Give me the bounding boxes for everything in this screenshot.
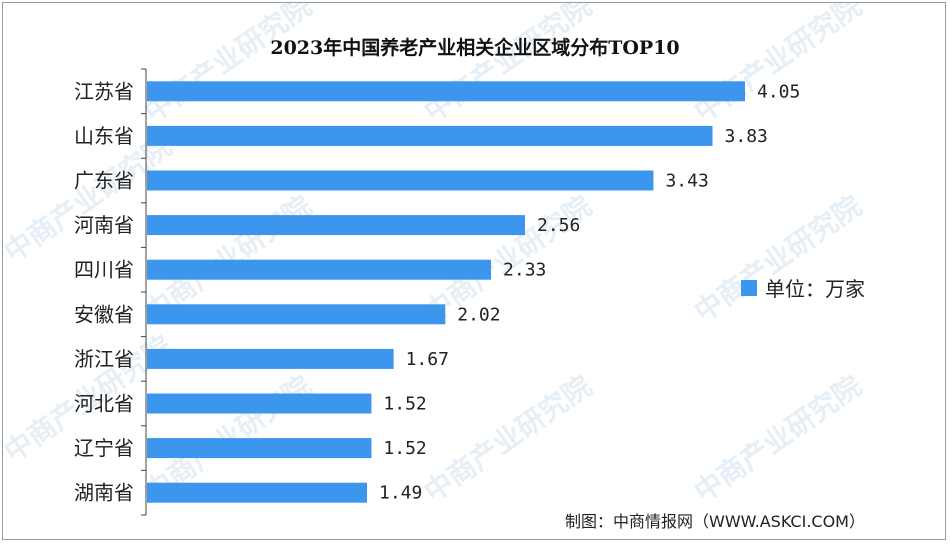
legend: 单位：万家 — [741, 273, 865, 302]
chart-title: 2023年中国养老产业相关企业区域分布TOP10 — [270, 37, 680, 59]
watermark-text: 中商产业研究院 — [138, 3, 317, 129]
bar — [147, 81, 745, 102]
watermark-text: 中商产业研究院 — [688, 369, 867, 508]
value-label: 3.83 — [725, 126, 768, 147]
value-label: 2.02 — [457, 304, 500, 325]
category-label: 江苏省 — [74, 79, 134, 103]
value-label: 1.52 — [383, 438, 426, 459]
bar — [147, 259, 492, 280]
legend-label: 单位：万家 — [765, 277, 865, 301]
category-label: 山东省 — [74, 124, 134, 148]
source-note: 制图：中商情报网（WWW.ASKCI.COM） — [565, 512, 865, 531]
watermark-text: 中商产业研究院 — [418, 3, 597, 129]
bar — [147, 125, 713, 146]
bar — [147, 304, 446, 325]
category-label: 辽宁省 — [74, 436, 134, 460]
value-label: 2.56 — [537, 215, 580, 236]
category-label: 安徽省 — [74, 302, 134, 326]
value-label: 1.49 — [379, 483, 422, 504]
bar — [147, 215, 525, 236]
category-label: 广东省 — [74, 169, 134, 193]
bar — [147, 438, 372, 459]
bar — [147, 482, 368, 503]
value-label: 1.52 — [383, 394, 426, 415]
bar — [147, 393, 372, 414]
category-label: 浙江省 — [74, 347, 134, 371]
category-label: 河南省 — [74, 213, 134, 237]
value-label: 4.05 — [757, 81, 800, 102]
category-label: 四川省 — [74, 258, 134, 282]
bar — [147, 348, 394, 369]
watermark-text: 中商产业研究院 — [688, 189, 867, 328]
bar — [147, 170, 654, 191]
watermark-text: 中商产业研究院 — [418, 369, 597, 508]
value-label: 3.43 — [665, 171, 708, 192]
watermark-text: 中商产业研究院 — [3, 129, 178, 268]
category-label: 河北省 — [74, 392, 134, 416]
watermark-text: 中商产业研究院 — [688, 3, 867, 129]
category-label: 湖南省 — [74, 481, 134, 505]
legend-swatch — [741, 279, 757, 296]
value-label: 1.67 — [406, 349, 449, 370]
value-label: 2.33 — [503, 260, 546, 281]
